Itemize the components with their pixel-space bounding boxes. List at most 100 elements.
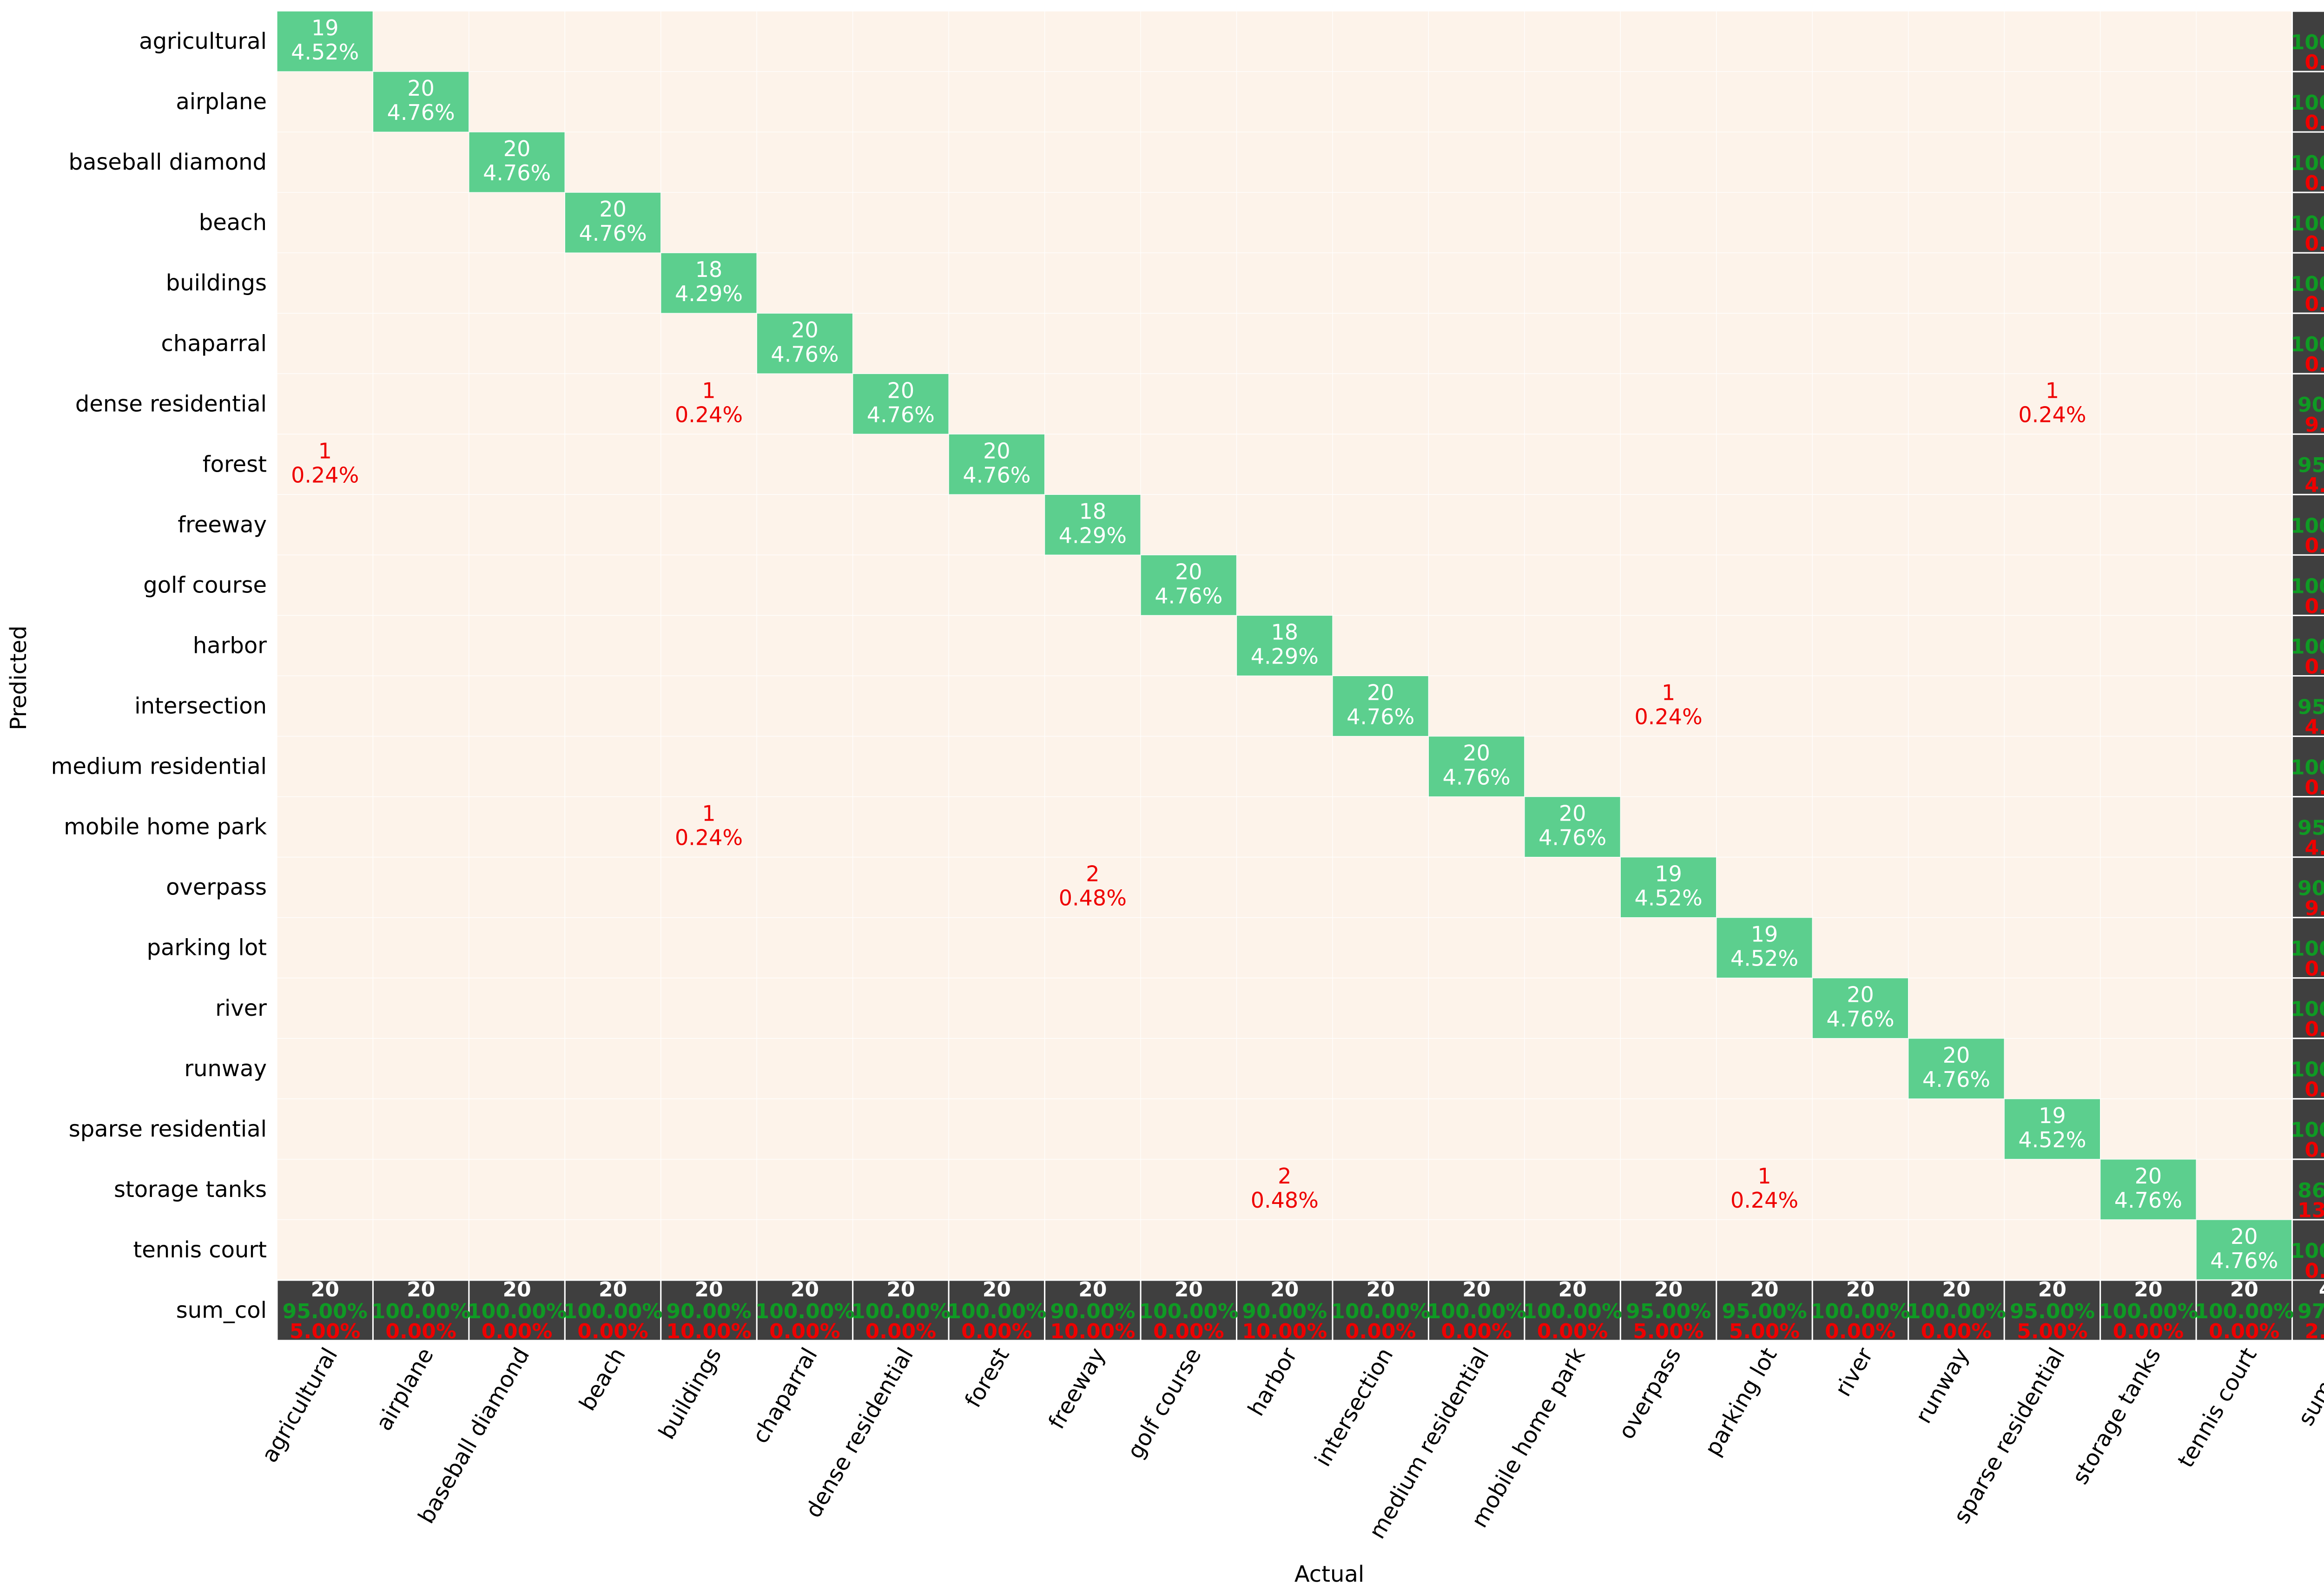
matrix-cell	[948, 192, 1045, 253]
matrix-cell	[2004, 71, 2101, 132]
matrix-cell	[2196, 554, 2293, 616]
matrix-cell	[1524, 615, 1621, 677]
matrix-cell	[1140, 796, 1237, 858]
cell-percent: 4.52%	[1635, 886, 1703, 911]
matrix-cell	[852, 71, 949, 132]
matrix-cell	[277, 1159, 374, 1220]
correct-cell	[1428, 736, 1525, 797]
col-sum-count: 20	[2038, 1278, 2067, 1302]
matrix-cell	[277, 1038, 374, 1099]
col-sum-count: 20	[1750, 1278, 1778, 1302]
matrix-cell	[1428, 192, 1525, 253]
matrix-cell	[660, 1038, 757, 1099]
col-sum-count: 20	[694, 1278, 723, 1302]
matrix-cell	[1140, 978, 1237, 1039]
matrix-cell	[2004, 192, 2101, 253]
matrix-cell	[1044, 857, 1141, 918]
matrix-cell	[1140, 192, 1237, 253]
col-sum-error: 10.00%	[666, 1320, 751, 1343]
total-accuracy: 97.62%	[2298, 1300, 2324, 1323]
summary-cell	[564, 1279, 662, 1341]
matrix-cell	[1044, 554, 1141, 616]
matrix-cell	[1812, 1159, 1909, 1220]
col-sum-accuracy: 100.00%	[371, 1300, 471, 1323]
matrix-cell	[1524, 11, 1621, 72]
row-sum-accuracy: 100.00%	[2291, 756, 2324, 779]
matrix-cell	[1140, 1219, 1237, 1281]
matrix-cell	[948, 131, 1045, 193]
matrix-cell	[852, 131, 949, 193]
matrix-cell	[948, 313, 1045, 374]
row-sum-error: 9.52%	[2304, 896, 2324, 920]
cell-percent: 4.76%	[483, 160, 551, 185]
col-sum-count: 20	[1942, 1278, 1970, 1302]
matrix-cell	[2004, 736, 2101, 797]
matrix-cell	[1236, 131, 1333, 193]
row-sum-accuracy: 100.00%	[2291, 514, 2324, 538]
matrix-cell	[372, 554, 469, 616]
row-sum-error: 0.00%	[2304, 292, 2324, 316]
matrix-cell	[2100, 192, 2197, 253]
matrix-cell	[852, 1098, 949, 1160]
matrix-cell	[756, 1038, 853, 1099]
matrix-cell	[1716, 554, 1813, 616]
cell-percent: 0.24%	[1635, 704, 1703, 730]
matrix-cell	[1140, 675, 1237, 737]
matrix-cell	[1908, 252, 2005, 314]
col-sum-error: 0.00%	[385, 1320, 456, 1343]
matrix-cell	[1908, 736, 2005, 797]
matrix-cell	[2196, 675, 2293, 737]
matrix-cell	[1236, 978, 1333, 1039]
matrix-cell	[1044, 131, 1141, 193]
matrix-cell	[469, 373, 565, 434]
col-sum-count: 20	[2134, 1278, 2162, 1302]
summary-cell	[276, 1279, 374, 1341]
matrix-cell	[2004, 675, 2101, 737]
matrix-cell	[1620, 917, 1717, 979]
matrix-cell	[564, 313, 661, 374]
matrix-cell	[1236, 675, 1333, 737]
matrix-cell	[1620, 675, 1717, 737]
summary-cell	[2291, 917, 2324, 979]
cell-count: 20	[599, 197, 627, 222]
matrix-cell	[564, 252, 661, 314]
matrix-cell	[2004, 615, 2101, 677]
matrix-cell	[1140, 615, 1237, 677]
matrix-cell	[277, 131, 374, 193]
matrix-cell	[2196, 313, 2293, 374]
matrix-cell	[564, 131, 661, 193]
matrix-cell	[1044, 192, 1141, 253]
matrix-cell	[277, 1098, 374, 1160]
matrix-cell	[1908, 1098, 2005, 1160]
col-sum-count: 20	[1654, 1278, 1683, 1302]
matrix-cell	[1812, 252, 1909, 314]
matrix-cell	[1812, 373, 1909, 434]
matrix-cell	[2004, 857, 2101, 918]
matrix-cell	[852, 615, 949, 677]
matrix-cell	[660, 11, 757, 72]
y-tick-label: runway	[184, 1056, 267, 1082]
y-tick-label: storage tanks	[114, 1177, 267, 1203]
matrix-cell	[1716, 71, 1813, 132]
cell-percent: 4.76%	[963, 462, 1030, 487]
correct-cell	[1620, 857, 1717, 918]
matrix-cell	[2196, 796, 2293, 858]
matrix-cell	[660, 978, 757, 1039]
matrix-cell	[1428, 1098, 1525, 1160]
cell-percent: 4.52%	[291, 39, 359, 65]
matrix-cell	[1716, 11, 1813, 72]
matrix-cell	[1236, 917, 1333, 979]
col-sum-accuracy: 100.00%	[2194, 1300, 2294, 1323]
matrix-cell	[948, 615, 1045, 677]
matrix-cell	[1332, 131, 1429, 193]
matrix-cell	[1044, 71, 1141, 132]
matrix-cell	[852, 313, 949, 374]
matrix-cell	[1236, 1098, 1333, 1160]
matrix-cell	[1908, 796, 2005, 858]
matrix-cell	[1620, 1159, 1717, 1220]
col-sum-error: 5.00%	[1729, 1320, 1800, 1343]
matrix-cell	[1332, 796, 1429, 858]
matrix-cell	[660, 675, 757, 737]
matrix-cell	[660, 917, 757, 979]
y-tick-label: buildings	[166, 270, 267, 296]
